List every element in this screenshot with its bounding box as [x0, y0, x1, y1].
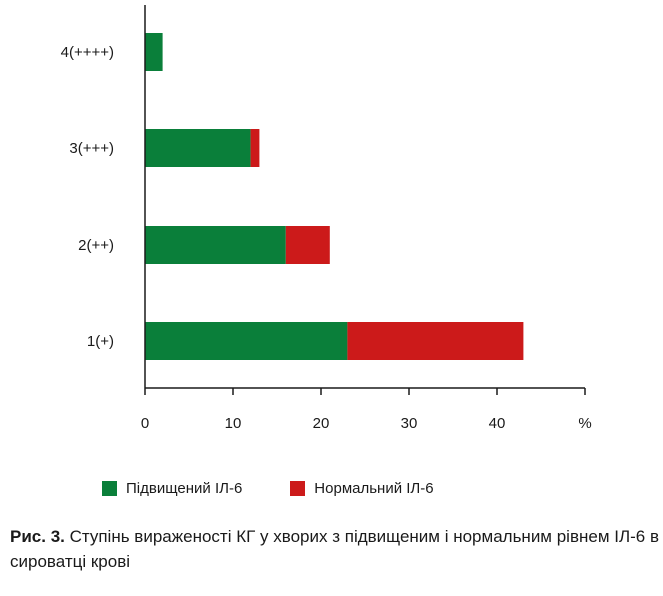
y-tick-label-3: 3(+++): [69, 140, 114, 157]
x-tick-label-30: 30: [401, 415, 418, 432]
x-tick-label-0: 0: [141, 415, 149, 432]
y-tick-label-2: 2(++): [78, 237, 114, 254]
legend-item-elevated: Підвищений ІЛ-6: [102, 480, 242, 497]
bar-elevated-2: [145, 226, 286, 264]
legend-label-elevated: Підвищений ІЛ-6: [126, 480, 243, 497]
bar-elevated-1: [145, 322, 348, 360]
caption-text: Ступінь вираженості КГ у хворих з підвищ…: [10, 527, 659, 571]
bar-elevated-4: [145, 33, 163, 71]
legend-item-normal: Нормальний ІЛ-6: [290, 480, 434, 497]
bar-chart: 1(+) 2(++) 3(+++) 4(++++) 0 10 20 30 40%: [61, 5, 592, 432]
bar-normal-1: [347, 322, 524, 360]
legend-label-normal: Нормальний ІЛ-6: [314, 480, 434, 497]
x-tick-label-10: 10: [225, 415, 242, 432]
x-tick-label-20: 20: [313, 415, 330, 432]
legend: Підвищений ІЛ-6 Нормальний ІЛ-6: [102, 480, 482, 497]
legend-swatch-elevated: [102, 481, 117, 496]
bar-normal-2: [285, 226, 330, 264]
x-axis-unit: %: [578, 415, 591, 432]
caption-label: Рис. 3.: [10, 527, 65, 546]
x-tick-label-40: 40: [489, 415, 506, 432]
bar-normal-3: [250, 129, 260, 167]
y-tick-label-1: 1(+): [87, 333, 114, 350]
figure-caption: Рис. 3. Ступінь вираженості КГ у хворих …: [10, 524, 660, 574]
y-tick-label-4: 4(++++): [61, 44, 114, 61]
legend-swatch-normal: [290, 481, 306, 496]
bar-elevated-3: [145, 129, 251, 167]
